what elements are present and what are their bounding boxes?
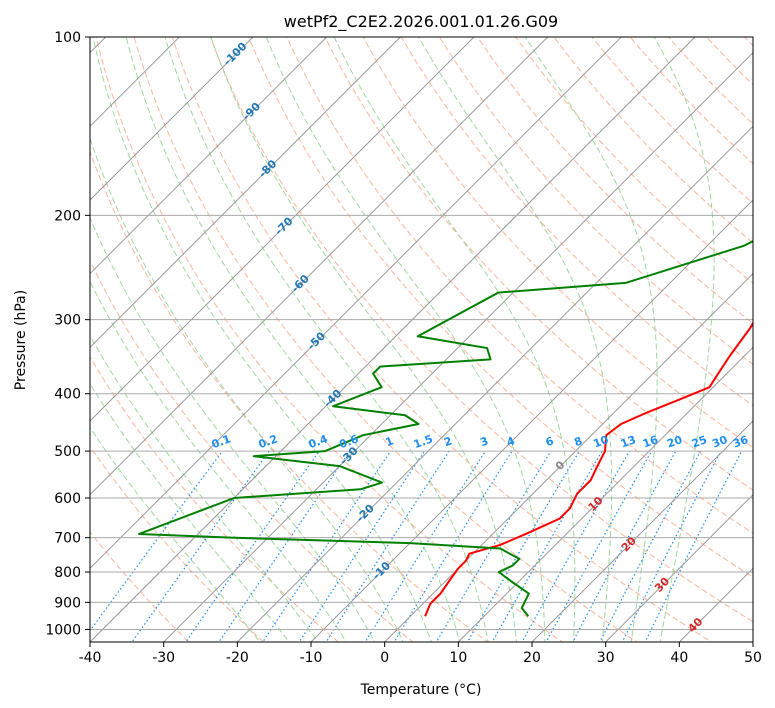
isotherm-line [90,37,623,570]
moist-adiabat-line [210,37,517,642]
moist-adiabat-line [125,37,461,642]
dry-adiabat-line [629,37,753,165]
x-axis-ticks: -40 -30 -20 -10 0 10 20 30 40 50 [79,642,762,666]
dry-adiabat-line [90,356,339,642]
x-tick-label: -30 [152,650,175,666]
dry-adiabat-line [90,445,265,642]
x-tick-label: -10 [300,650,323,666]
sounding-series [138,240,753,617]
isotherm-line [90,37,402,349]
isotherm-line [236,125,753,642]
dry-adiabat-line [95,37,564,642]
plot-frame [89,36,754,643]
isotherm-line [90,37,254,201]
mixing-ratio-label: 3 [478,434,490,449]
chart-title: wetPf2_C2E2.2026.001.01.26.G09 [284,12,558,32]
y-tick-label: 100 [54,30,81,46]
mixing-ratio-label: 25 [690,433,709,450]
temperature-profile-line [424,321,753,617]
moist-adiabat-line [90,280,347,642]
moist-adiabat-line [164,37,489,642]
y-tick-label: 700 [54,531,81,547]
dry-adiabat-line [553,37,753,244]
y-tick-label: 500 [54,444,81,460]
dry-adiabat-line [362,37,753,449]
isotherm-line [531,420,753,642]
moist-adiabat-line [90,136,404,642]
moist-adiabat-line [90,426,261,642]
isotherm-line [457,346,753,642]
x-tick-label: 10 [449,650,467,666]
moist-adiabat-line [653,37,715,642]
dry-adiabat-line [400,37,753,407]
y-tick-label: 300 [54,313,81,329]
moist-adiabat-line [265,37,546,642]
y-tick-label: 200 [54,208,81,224]
y-axis-label: Pressure (hPa) [13,290,29,390]
y-tick-label: 900 [54,595,81,611]
mixing-ratio-label: 30 [710,433,729,451]
mixing-ratio-label: 0.4 [307,432,330,451]
moist-adiabat-line [418,37,613,642]
dry-adiabat-line [90,259,414,642]
mixing-ratio-label: 0.6 [338,432,361,451]
x-tick-label: 20 [523,650,541,666]
dry-adiabat-line [133,37,638,642]
isotherm-line [90,37,181,128]
isobar-gridlines [90,37,753,630]
mixing-ratio-label: 13 [619,433,638,450]
y-tick-label: 800 [54,565,81,581]
y-tick-label: 1000 [45,622,81,638]
isotherm-line [604,493,753,642]
dry-adiabat-line [90,150,489,642]
x-tick-label: -20 [226,650,249,666]
moist-adiabat-line [524,37,658,642]
y-tick-label: 400 [54,387,81,403]
mixing-ratio-label: 2 [442,434,454,449]
mixing-ratio-label: 1 [384,434,396,449]
moist-adiabat-line [90,334,319,642]
y-tick-label: 600 [54,491,81,507]
moist-adiabat-line [90,216,376,642]
y-axis-ticks: 100 200 300 400 500 600 700 800 900 1000 [45,30,90,638]
mixing-ratio-label: 6 [544,434,556,449]
mixing-ratio-label: 0.1 [210,432,233,451]
dry-adiabat-line [248,37,753,578]
isotherm-line [90,37,696,642]
isotherm-line [90,37,549,496]
moist-adiabat-line [90,382,290,642]
isotherm-line [310,199,753,642]
moist-adiabat-line [333,37,576,642]
isotherm-line [90,37,475,422]
x-tick-label: -40 [79,650,102,666]
moist-adiabat-line [92,37,432,642]
dry-adiabats [90,37,753,642]
x-tick-label: 30 [597,650,615,666]
mixing-ratio-label: 16 [641,433,660,451]
mixing-ratio-label: 4 [505,434,517,449]
dry-adiabat-line [209,37,753,623]
dry-adiabat-line [324,37,753,491]
isotherm-line [90,37,328,275]
dry-adiabat-line [515,37,753,284]
isotherms [90,37,753,642]
dry-adiabat-line [438,37,753,366]
isotherm-line [162,51,753,642]
mixing-ratio-label: 10 [592,433,611,451]
mixing-ratio-label: 8 [572,434,584,449]
x-tick-label: 0 [380,650,389,666]
x-axis-label: Temperature (°C) [360,682,482,698]
x-tick-label: 40 [670,650,688,666]
mixing-ratio-label: 1.5 [412,432,435,451]
dewpoint-profile-line [138,240,753,617]
mixing-ratio-label: 20 [665,433,684,451]
dry-adiabat-line [171,37,713,642]
mixing-ratio-label: 0.2 [257,432,280,451]
mixing-ratio-label: 36 [731,433,750,451]
x-tick-label: 50 [744,650,762,666]
dry-adiabat-line [286,37,753,534]
moist-adiabats [90,37,715,642]
